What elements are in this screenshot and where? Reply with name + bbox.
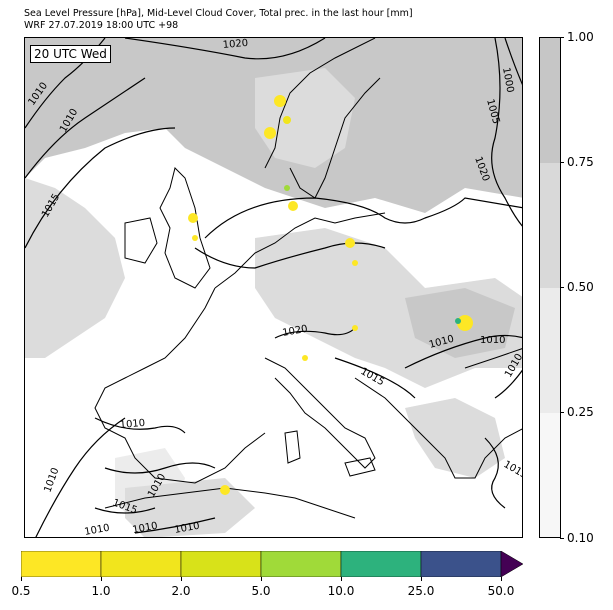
- precip-colorbar-tick-4: 5.0: [251, 584, 271, 598]
- map-panel: 1020 1000 1005 1010 1010 1015 1020 1020 1010 1015…: [24, 37, 523, 538]
- precip-colorbar-tickmark-7: [501, 577, 502, 581]
- figure-title: Sea Level Pressure [hPa], Mid-Level Clou…: [24, 8, 413, 32]
- precip-colorbar-tick-2: 1.0: [91, 584, 111, 598]
- precip-colorbar-segment-5: [340, 550, 422, 578]
- coast-north-sea-continent: [214, 212, 386, 289]
- coastline-layer: [94, 38, 522, 519]
- isobar-1010-south-1: [94, 507, 156, 514]
- precip-colorbar-tick-6: 25.0: [407, 584, 435, 598]
- precip-spot-romania: [457, 315, 473, 331]
- precip-spot-poland-2: [352, 260, 358, 266]
- precipitation-layer: [188, 95, 473, 495]
- isobar-1015-south-west: [35, 417, 126, 537]
- precip-spot-poland: [345, 238, 355, 248]
- isobar-label: 1015: [359, 366, 387, 388]
- time-label: 20 UTC Wed: [30, 45, 111, 63]
- precip-spot-romania-core: [455, 318, 461, 324]
- precip-spot-uk: [192, 235, 198, 241]
- precip-colorbar-tick-1: 0.5: [11, 584, 31, 598]
- precip-colorbar-tick-7: 50.0: [487, 584, 515, 598]
- cloud-colorbar-segment-4: [540, 413, 560, 537]
- precip-colorbar-segment-2: [100, 550, 182, 578]
- cloud-area-balkans: [405, 398, 505, 478]
- precip-spot-africa: [220, 485, 230, 495]
- cloud-cover-colorbar: [539, 37, 561, 538]
- isobar-1010-iberia-2: [104, 462, 216, 474]
- coast-africa: [104, 487, 356, 519]
- precip-spot-italy: [302, 355, 308, 361]
- cloud-colorbar-segment-2: [540, 163, 560, 288]
- precip-colorbar-tickmark-6: [421, 577, 422, 581]
- cloud-colorbar-segment-3: [540, 288, 560, 413]
- coast-france-iberia: [94, 287, 266, 484]
- isobar-1020-alps: [274, 327, 356, 339]
- precip-colorbar-extend-arrow: [500, 550, 524, 578]
- isobar-label: 1010: [132, 521, 159, 536]
- coast-black-sea: [464, 348, 522, 369]
- precip-colorbar-segment-4: [260, 550, 342, 578]
- cloud-area-west: [25, 178, 125, 358]
- precip-spot-scandinavia-2: [264, 127, 276, 139]
- title-line-1: Sea Level Pressure [hPa], Mid-Level Clou…: [24, 8, 413, 19]
- precip-colorbar-tickmark-3: [181, 577, 182, 581]
- coast-sicily: [344, 457, 376, 477]
- isobar-1000-east: [504, 38, 522, 85]
- precip-spot-denmark: [284, 185, 290, 191]
- precip-colorbar-segment-6: [420, 550, 502, 578]
- coast-sardinia: [284, 430, 301, 464]
- precip-colorbar-tick-3: 2.0: [171, 584, 191, 598]
- cloud-colorbar-tick-2: 0.75: [560, 156, 594, 168]
- precip-spot-alps: [352, 325, 358, 331]
- isobar-1015-adriatic: [334, 357, 416, 399]
- isobar-1010-iberia-1: [94, 417, 186, 434]
- coast-balkans: [354, 377, 522, 479]
- cloud-area-scandinavia: [255, 68, 355, 168]
- isobar-1010-east-edge: [494, 369, 522, 399]
- cloud-colorbar-tick-3: 0.50: [560, 281, 594, 293]
- isobar-label: 1010: [480, 335, 505, 346]
- isobar-label: 1020: [282, 324, 309, 339]
- isobar-1010-greece: [484, 437, 506, 509]
- isobar-label: 1000: [500, 67, 515, 94]
- isobar-label: 1010: [84, 523, 111, 538]
- isobar-1020-north: [124, 38, 326, 60]
- precip-spot-scandinavia-3: [283, 116, 291, 124]
- precip-colorbar: [20, 550, 524, 578]
- isobar-1020-west: [25, 127, 176, 249]
- isobar-1015-west: [25, 77, 146, 179]
- isobar-label: 1020: [222, 38, 248, 51]
- precip-colorbar-tickmark-2: [101, 577, 102, 581]
- cloud-colorbar-tick-5: 0.10: [560, 532, 594, 544]
- title-line-2: WRF 27.07.2019 18:00 UTC +98: [24, 20, 179, 31]
- cloud-colorbar-segment-1: [540, 38, 560, 163]
- map-canvas: 1020100010051010101010151020102010101015…: [25, 38, 524, 538]
- isobar-central-loop: [204, 197, 522, 239]
- precip-colorbar-canvas: [20, 550, 524, 578]
- isobar-label: 1010: [119, 418, 145, 431]
- coast-ireland: [124, 217, 158, 264]
- isobar-label: 1010: [42, 466, 61, 494]
- precip-spot-scandinavia-1: [274, 95, 286, 107]
- precip-spot-north-sea: [188, 213, 198, 223]
- isobar-1010-balkans: [404, 334, 522, 369]
- coast-italy: [264, 357, 376, 469]
- precip-colorbar-tickmark-1: [21, 577, 22, 581]
- coast-norway-sweden: [289, 77, 381, 199]
- isobar-1005-east: [491, 38, 522, 227]
- cloud-colorbar-tick-4: 0.25: [560, 406, 594, 418]
- precip-colorbar-tickmark-5: [341, 577, 342, 581]
- isobar-label: 1015: [502, 459, 524, 481]
- coast-uk: [159, 167, 211, 289]
- isobar-label: 1010: [174, 521, 201, 536]
- precip-spot-baltic: [288, 201, 298, 211]
- precip-colorbar-segment-1: [20, 550, 102, 578]
- cloud-colorbar-tick-1: 1.00: [560, 31, 594, 43]
- precip-colorbar-tick-5: 10.0: [327, 584, 355, 598]
- isobar-1010-south-2: [134, 517, 216, 534]
- coast-scandinavia: [264, 38, 376, 169]
- precip-colorbar-segment-3: [180, 550, 262, 578]
- precip-colorbar-tickmark-4: [261, 577, 262, 581]
- cloud-cover-layer: [25, 38, 522, 537]
